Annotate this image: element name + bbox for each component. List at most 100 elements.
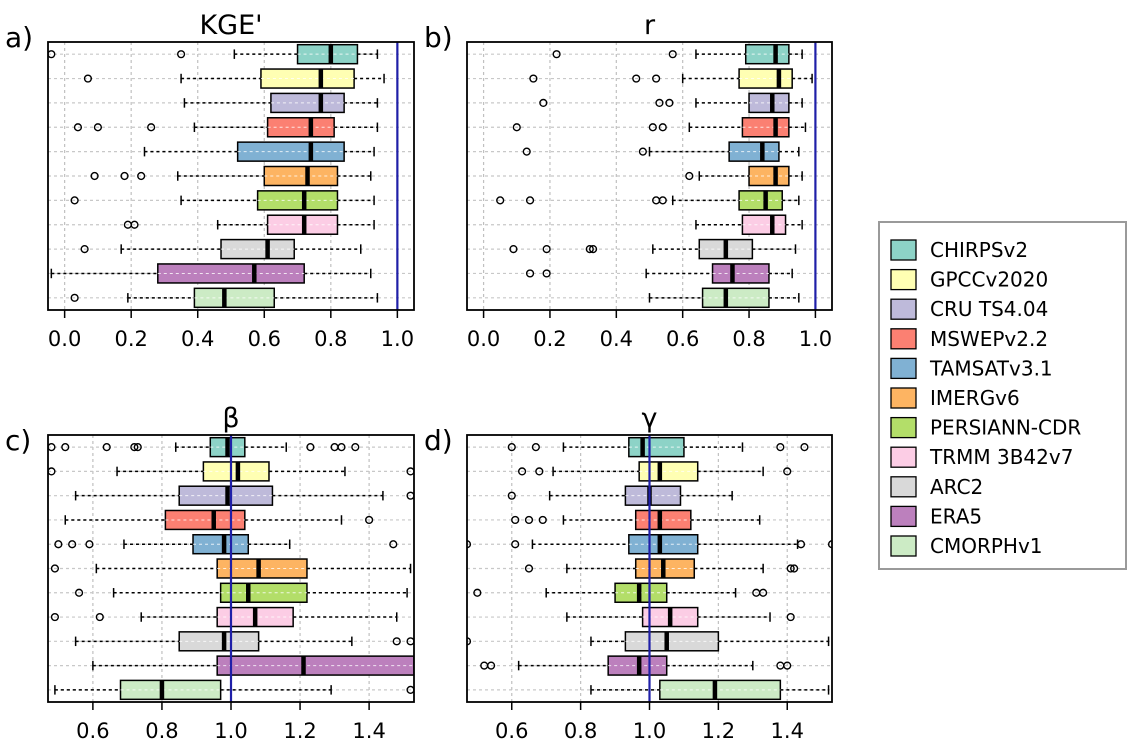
plot-area [467,435,832,702]
legend-swatch-cmorphv1 [890,535,917,557]
outlier-era5-1 [487,661,496,670]
outlier-mswepv2-2-0 [512,123,521,132]
outlier-arc2-0 [80,244,89,254]
x-tick-label-4: 1.4 [771,719,804,743]
outlier-persiann-cdr-1 [525,196,535,205]
x-tick-label-4: 0.8 [732,327,765,351]
outlier-chirpsv2-3 [800,443,809,452]
panels: 0.0 0.2 0.4 0.6 0.8 1.0 KGE' a) 0.0 0.2 0.4 0.6 0.8 1… [5,10,833,743]
outlier-persiann-cdr-0 [70,196,79,205]
x-tick-label-5: 1.0 [799,327,832,351]
plot-frame [466,41,833,311]
x-tick-label-4: 0.8 [314,327,347,351]
outlier-tamsatv3-1-1 [511,540,520,549]
outlier-persiann-cdr-3 [658,196,667,205]
outlier-chirpsv2-1 [668,50,677,59]
legend-label-imergv6: IMERGv6 [930,386,1020,410]
legend-label-cru-ts4-04: CRU TS4.04 [930,297,1048,321]
x-tick-label-1: 0.2 [114,327,147,351]
outlier-cmorphv1-0 [70,293,79,302]
legend-swatch-tamsatv3-1 [890,357,917,380]
legend-swatch-trmm-3b42v7 [890,446,917,468]
outlier-gpccv2020-1 [632,74,641,83]
plot-frame [47,41,415,311]
outlier-arc2-0 [392,637,401,646]
plot-area [467,42,832,310]
outlier-mswepv2-2-2 [538,515,547,525]
legend-frame [878,221,1127,570]
x-tick-label-0: 0.6 [495,719,528,743]
x-tick-label-3: 0.6 [248,327,281,351]
outlier-chirpsv2-4 [133,443,142,452]
panel-1: 0.0 0.2 0.4 0.6 0.8 1.0 r b) [424,10,833,351]
legend-label-era5: ERA5 [930,504,982,528]
legend-swatch-arc2 [890,476,917,498]
outlier-trmm-3b42v7-1 [95,612,104,622]
outlier-gpccv2020-0 [529,74,538,83]
outlier-chirpsv2-1 [176,50,186,59]
outlier-mswepv2-2-0 [511,515,520,525]
panel-title: β [222,403,239,434]
legend-label-trmm-3b42v7: TRMM 3B42v7 [929,445,1073,469]
outlier-chirpsv2-3 [130,443,139,452]
outlier-tamsatv3-1-0 [54,540,63,549]
x-tick-label-0: 0.0 [467,327,500,351]
x-tick-label-3: 0.6 [666,327,699,351]
outlier-persiann-cdr-0 [74,588,84,597]
outlier-mswepv2-2-1 [524,515,534,525]
outlier-cru-ts4-04-0 [507,491,516,500]
outlier-persiann-cdr-2 [759,588,768,597]
plot-area [48,435,414,702]
x-tick-label-5: 1.0 [381,327,414,351]
legend-label-persiann-cdr: PERSIANN-CDR [930,416,1081,440]
outlier-cru-ts4-04-0 [539,98,548,108]
legend: CHIRPSv2 GPCCv2020 CRU TS4.04 MSWEPv2.2 TAMS… [878,221,1127,570]
outlier-gpccv2020-1 [535,467,544,476]
outlier-tamsatv3-1-2 [85,540,94,549]
outlier-gpccv2020-0 [83,74,93,83]
outlier-imergv6-2 [137,171,146,181]
legend-swatch-cru-ts4-04 [890,298,917,320]
legend-swatch-chirpsv2 [890,239,917,261]
legend-swatch-imergv6 [890,387,917,409]
outlier-tamsatv3-1-1 [638,147,647,156]
x-tick-label-3: 1.2 [702,719,735,743]
outlier-tamsatv3-1-3 [389,540,398,549]
outlier-era5-1 [542,269,551,278]
x-tick-label-0: 0.6 [76,719,109,743]
panel-2: 0.6 0.8 1.0 1.2 1.4 β c) [5,403,415,743]
outlier-chirpsv2-1 [531,443,540,452]
box-tamsatv3-1 [628,534,699,555]
outlier-chirpsv2-8 [351,443,360,452]
legend-label-gpccv2020: GPCCv2020 [930,268,1048,292]
legend-swatch-mswepv2-2 [890,328,917,350]
outlier-chirpsv2-7 [337,443,346,452]
outlier-persiann-cdr-0 [473,588,482,597]
x-tick-label-2: 1.0 [633,719,666,743]
outlier-trmm-3b42v7-1 [130,220,139,229]
legend-label-tamsatv3-1: TAMSATv3.1 [929,356,1053,380]
outlier-trmm-3b42v7-0 [786,612,795,622]
panel-letter: c) [5,424,31,457]
legend-swatch-gpccv2020 [890,268,917,291]
outlier-chirpsv2-0 [552,50,561,59]
panel-letter: a) [5,21,33,54]
outlier-arc2-2 [585,244,594,254]
outlier-gpccv2020-2 [652,74,661,83]
panel-3: 0.6 0.8 1.0 1.2 1.4 γ d) [424,403,833,743]
outlier-imergv6-1 [786,564,795,573]
panel-0: 0.0 0.2 0.4 0.6 0.8 1.0 KGE' a) [5,10,415,351]
outlier-imergv6-1 [120,171,129,181]
outlier-gpccv2020-0 [517,467,527,476]
outlier-imergv6-2 [790,564,799,573]
legend-label-arc2: ARC2 [930,475,983,499]
x-tick-label-1: 0.2 [533,327,566,351]
panel-title: r [644,10,656,41]
outlier-arc2-1 [542,244,551,254]
outlier-cru-ts4-04-2 [665,98,674,108]
outlier-mswepv2-2-2 [147,123,156,132]
legend-items: CHIRPSv2 GPCCv2020 CRU TS4.04 MSWEPv2.2 TAMS… [890,238,1081,558]
x-tick-label-0: 0.0 [48,327,81,351]
outlier-tamsatv3-1-2 [796,540,806,549]
